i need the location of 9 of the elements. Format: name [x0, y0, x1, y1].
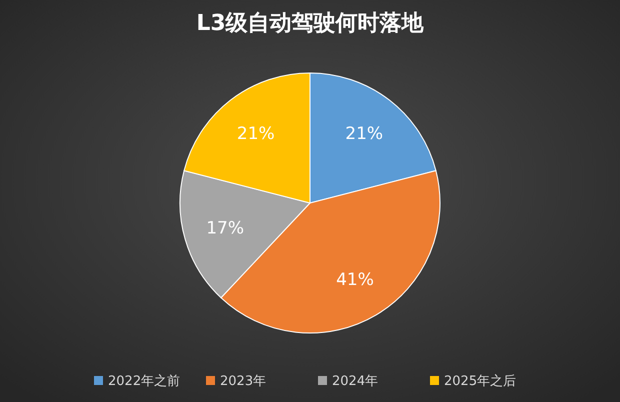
- chart-title: L3级自动驾驶何时落地: [196, 11, 425, 36]
- legend-label: 2025年之后: [444, 374, 516, 389]
- slice-label: 2023年: [220, 374, 266, 389]
- data-label: 41%: [336, 270, 374, 290]
- legend-label: 2024年: [332, 374, 378, 389]
- data-label: 21%: [345, 124, 384, 144]
- legend-label: 2022年之前: [108, 374, 180, 389]
- data-label: 17%: [206, 218, 244, 239]
- data-label: 21%: [236, 124, 275, 144]
